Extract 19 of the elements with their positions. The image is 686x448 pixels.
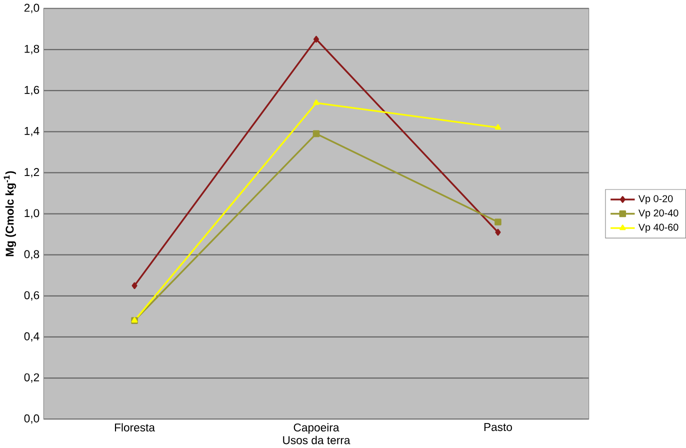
y-tick-label: 0,0 [24, 414, 40, 424]
x-axis-title: Usos da terra [283, 436, 350, 444]
legend-label: Vp 0-20 [638, 195, 673, 204]
y-tick-label: 0,6 [24, 291, 40, 301]
y-tick-label: 2,0 [24, 4, 40, 14]
y-tick-label: 1,2 [24, 168, 40, 178]
x-tick-label: Capoeira [294, 423, 340, 434]
y-tick-label: 1,4 [24, 127, 40, 136]
y-tick-label: 0,8 [24, 250, 40, 260]
x-tick-label: Pasto [484, 423, 512, 432]
y-tick-label: 0,2 [24, 373, 40, 383]
y-tick-label: 0,4 [24, 332, 40, 342]
y-axis-title: Mg (Cmolc kg$^{-1}$) [4, 171, 16, 256]
legend-label: Vp 20-40 [638, 209, 678, 218]
y-tick-label: 1,6 [24, 86, 40, 96]
legend-label: Vp 40-60 [638, 224, 678, 233]
y-tick-label: 1,8 [24, 44, 40, 54]
y-tick-label: 1,0 [24, 209, 40, 218]
x-tick-label: Floresta [114, 423, 155, 432]
